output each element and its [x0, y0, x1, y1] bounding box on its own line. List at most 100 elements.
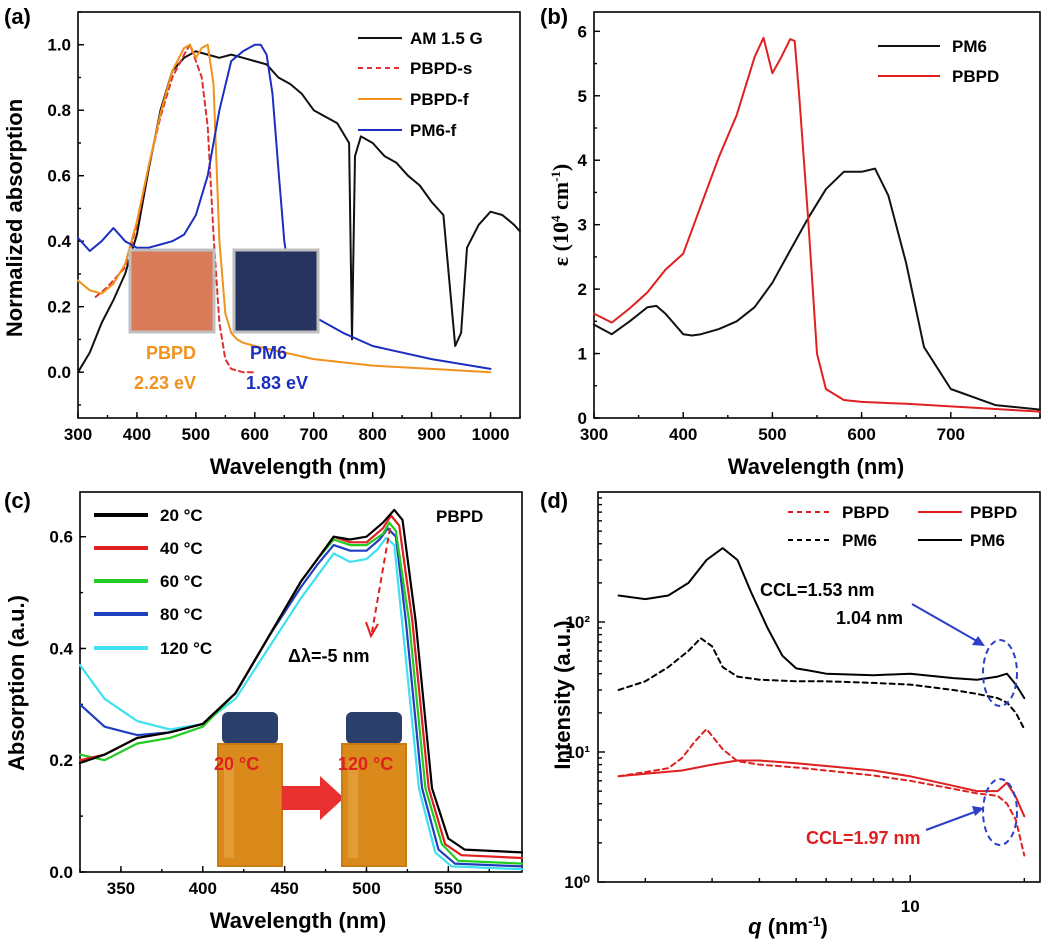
- legend-label-pbpd-s: PBPD-s: [410, 59, 472, 78]
- ccl-label-pm6-1: CCL=1.53 nm: [760, 580, 875, 600]
- panel-d-ylabel: Intensity (a.u.): [550, 620, 575, 769]
- ccl-pointer-pm6: [911, 603, 983, 645]
- panel-a-plot-frame: [77, 11, 521, 419]
- panel-a-series-pbpd-f: [77, 43, 492, 374]
- panel-a-ylabel: Normalized absorption: [2, 99, 27, 337]
- panel-a-xtick-label: 900: [417, 425, 445, 444]
- panel-c-plot-frame: [79, 491, 523, 873]
- panel-d-series-pbpd: [617, 759, 1026, 818]
- panel-c-xtick-label: 400: [189, 879, 217, 898]
- panel-b-series-pbpd: [593, 36, 1041, 413]
- panel-b-axes: 300 400 500 600 700 0 1 2 3 4 5 6: [578, 11, 1041, 444]
- vial-highlight-20c: [224, 760, 234, 858]
- ccl-pointer-pm6-head: [972, 636, 985, 646]
- panel-c-series-60-c: [78, 521, 524, 865]
- panel-d-axes: 10⁰ 10¹ 10² 10: [564, 491, 1041, 916]
- legend-label-pm6-solid: PM6: [970, 531, 1005, 550]
- panel-c-series-120-c: [78, 536, 524, 871]
- shift-arrow: [371, 527, 391, 633]
- legend-label-60c: 60 °C: [160, 572, 203, 591]
- ccl-highlight-pm6: [982, 639, 1018, 707]
- legend-label-pbpd-dashed: PBPD: [842, 503, 889, 522]
- panel-b-xtick-label: 500: [758, 425, 786, 444]
- panel-c-xtick-label: 350: [107, 879, 135, 898]
- legend-label-80c: 80 °C: [160, 605, 203, 624]
- panel-b-xlabel: Wavelength (nm): [728, 454, 904, 479]
- panel-c-xtick-label: 500: [352, 879, 380, 898]
- panel-b-ytick-label: 5: [578, 87, 587, 106]
- legend-label-pm6-f: PM6-f: [410, 121, 457, 140]
- pbpd-bandgap-label: 2.23 eV: [134, 373, 196, 393]
- pm6-bandgap-label: 1.83 eV: [246, 373, 308, 393]
- panel-d-series-pbpd: [617, 728, 1026, 857]
- panel-b-label: (b): [540, 4, 568, 29]
- legend-label-120c: 120 °C: [160, 639, 212, 658]
- panel-a-xtick-label: 300: [64, 425, 92, 444]
- panel-a-xlabel: Wavelength (nm): [210, 454, 386, 479]
- panel-a-ytick-label: 0.4: [47, 232, 71, 251]
- panel-a-ytick-label: 0.0: [47, 363, 71, 382]
- panel-a-ytick-label: 0.6: [47, 167, 71, 186]
- panel-b-ytick-label: 1: [578, 345, 587, 364]
- ccl-pointer-pbpd-head: [972, 806, 984, 816]
- panel-b-series-pm6: [593, 167, 1041, 411]
- panel-a-xtick-label: 700: [300, 425, 328, 444]
- panel-a-xtick-label: 800: [358, 425, 386, 444]
- panel-a-ytick-label: 0.8: [47, 101, 71, 120]
- ccl-highlight-pbpd: [982, 778, 1018, 846]
- panel-d-xlabel: q (nm-1): [748, 913, 828, 939]
- panel-c-ytick-label: 0.2: [49, 751, 73, 770]
- panel-a-xtick-label: 400: [123, 425, 151, 444]
- panel-c-axes: 350 400 450 500 550 0.0 0.2 0.4 0.6: [49, 491, 523, 898]
- pm6-swatch-label: PM6: [250, 343, 287, 363]
- panel-d-ytick-label: 10⁰: [564, 873, 590, 892]
- panel-d-ytick-label: 10²: [565, 613, 590, 632]
- legend-label-pm6-dashed: PM6: [842, 531, 877, 550]
- panel-b-xtick-label: 600: [847, 425, 875, 444]
- panel-c-series-20-c: [78, 508, 524, 854]
- vial-cap-120c: [346, 712, 402, 744]
- panel-b: (b) 300 400 500 600 700 0 1 2 3 4 5 6 PM6 PBPD Wave…: [540, 4, 1041, 479]
- panel-d: (d) 10⁰ 10¹ 10² 10 PBPD PBPD PM6 PM6 CCL=1.…: [540, 488, 1041, 939]
- panel-c-label: (c): [4, 488, 31, 513]
- panel-d-xtick-label: 10: [901, 897, 920, 916]
- panel-c-ytick-label: 0.4: [49, 639, 73, 658]
- panel-a-xtick-label: 600: [241, 425, 269, 444]
- legend-label-20c: 20 °C: [160, 506, 203, 525]
- pm6-film-swatch: [232, 248, 320, 334]
- vial-label-20c: 20 °C: [214, 754, 259, 774]
- panel-c: (c) 350 400 450 500 550 0.0 0.2 0.4 0.6 PBPD 20 …: [4, 488, 524, 933]
- panel-c-xtick-label: 550: [434, 879, 462, 898]
- panel-c-ytick-label: 0.6: [49, 528, 73, 547]
- legend-label-pm6: PM6: [952, 37, 987, 56]
- panel-b-ytick-label: 6: [578, 22, 587, 41]
- heating-arrow: [282, 776, 344, 820]
- wavelength-shift-label: Δλ=-5 nm: [288, 646, 369, 666]
- panel-d-series-pm6: [617, 637, 1026, 731]
- panel-b-ylabel: ε (104 cm-1): [548, 164, 573, 267]
- panel-b-xtick-label: 700: [937, 425, 965, 444]
- panel-a-label: (a): [4, 4, 31, 29]
- panel-a: (a) 300 400 500 600 700 800 900 1000 0.0 0.2 0.4 0.…: [2, 4, 521, 479]
- panel-c-series: [78, 508, 524, 871]
- legend-label-40c: 40 °C: [160, 539, 203, 558]
- legend-label-pbpd-f: PBPD-f: [410, 90, 469, 109]
- panel-b-xtick-label: 400: [669, 425, 697, 444]
- panel-a-legend: AM 1.5 G PBPD-s PBPD-f PM6-f: [358, 29, 483, 140]
- legend-label-pbpd-solid: PBPD: [970, 503, 1017, 522]
- panel-b-ytick-label: 0: [578, 409, 587, 428]
- panel-d-series: [617, 547, 1026, 857]
- panel-b-ytick-label: 3: [578, 216, 587, 235]
- panel-b-xtick-label: 300: [580, 425, 608, 444]
- panel-b-legend: PM6 PBPD: [878, 37, 999, 86]
- vial-120c: [341, 712, 407, 867]
- panel-c-title: PBPD: [436, 507, 483, 526]
- ccl-label-pbpd: CCL=1.97 nm: [806, 828, 921, 848]
- ccl-pointer-pbpd: [925, 809, 981, 831]
- vial-highlight-120c: [348, 760, 358, 858]
- panel-d-series-pm6: [617, 547, 1026, 700]
- legend-label-am15g: AM 1.5 G: [410, 29, 483, 48]
- panel-b-series: [593, 36, 1041, 413]
- panel-a-xtick-label: 1000: [472, 425, 510, 444]
